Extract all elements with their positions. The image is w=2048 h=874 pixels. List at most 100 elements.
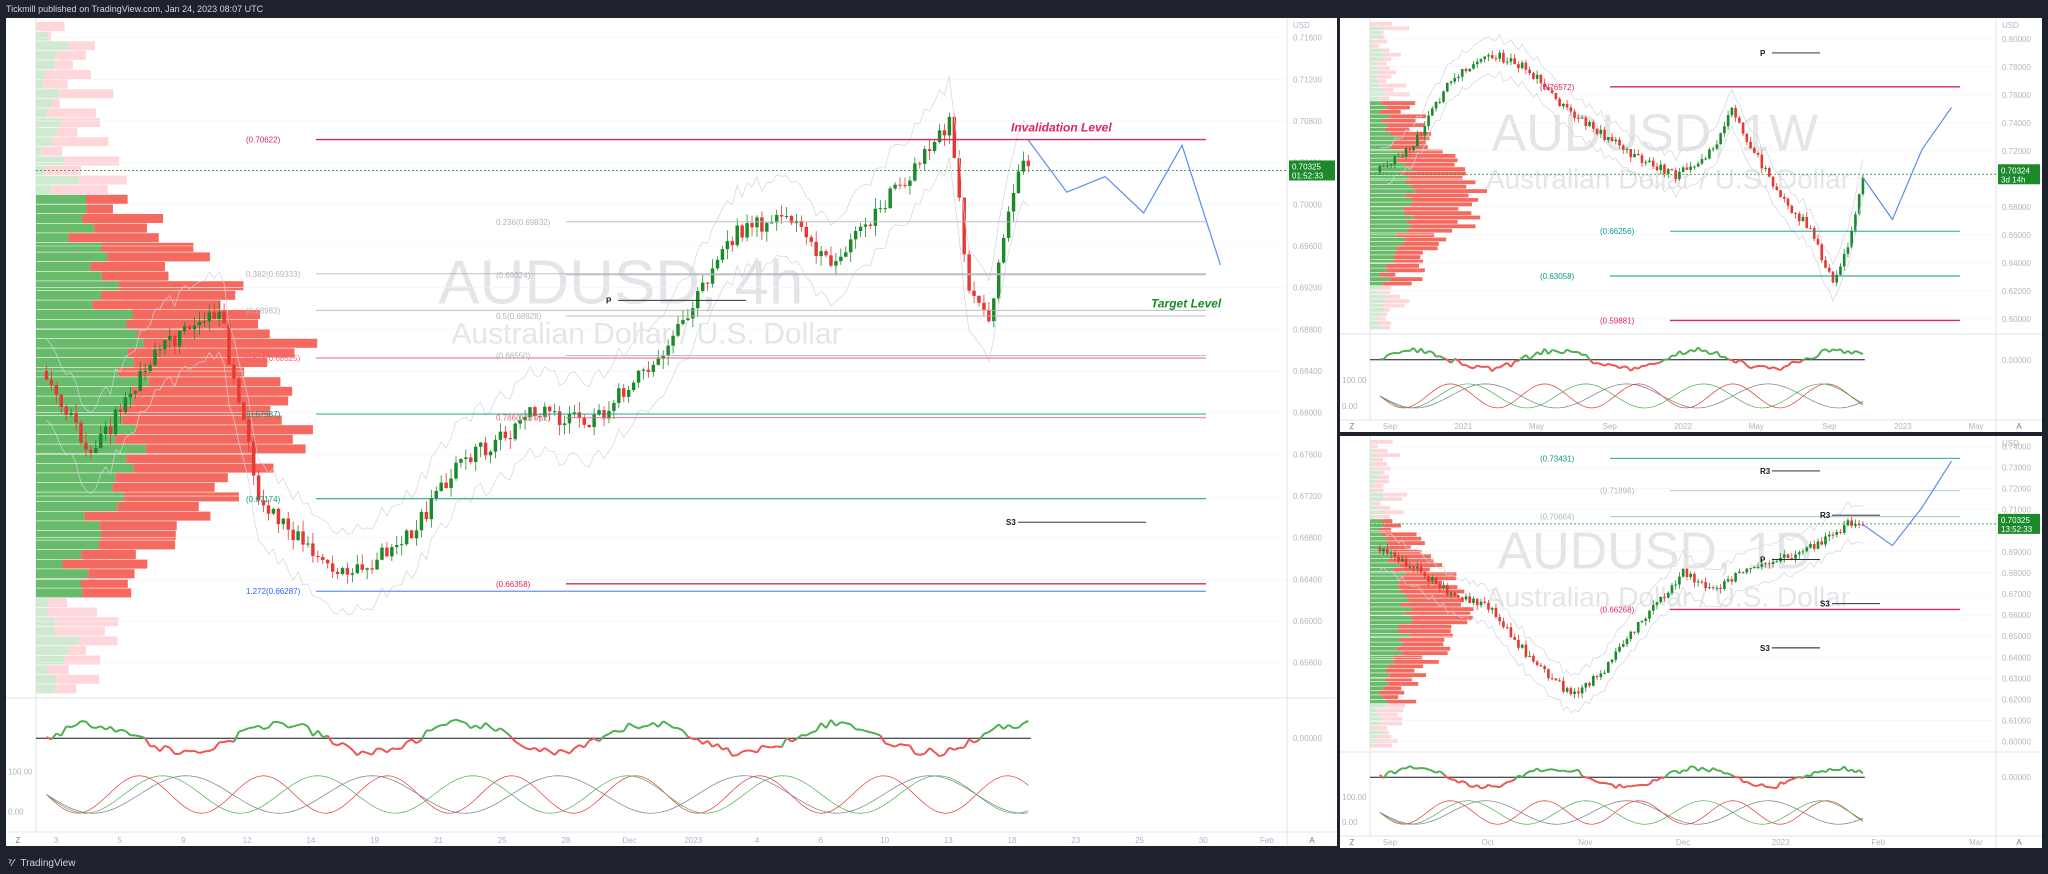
- candle-body: [873, 208, 878, 226]
- candle-body: [311, 543, 315, 556]
- volume-profile-buy-bar: [1370, 299, 1384, 303]
- osc-momentum-line: [578, 744, 585, 749]
- projected-path: [1862, 460, 1952, 547]
- candle-body: [883, 208, 887, 210]
- volume-profile-sell-bar: [121, 406, 271, 415]
- candle-body: [572, 412, 577, 414]
- volume-profile-buy-bar: [1370, 475, 1379, 479]
- time-axis-tick: 9: [181, 836, 186, 845]
- osc-momentum-line: [643, 724, 649, 728]
- volume-profile-buy-bar: [36, 530, 101, 540]
- price-axis-tick: 0.66400: [1293, 575, 1322, 584]
- volume-profile-buy-bar: [1370, 158, 1398, 163]
- candle-body: [1502, 52, 1505, 63]
- chart-panel-4h[interactable]: AUDUSD, 4h Australian Dollar / U.S. Dolla…: [6, 18, 1337, 846]
- volume-profile-sell-bar: [1372, 39, 1388, 44]
- candle-body: [839, 256, 843, 262]
- volume-profile-sell-bar: [54, 60, 73, 70]
- osc-momentum-line: [1476, 364, 1482, 368]
- candle-body: [399, 544, 404, 546]
- osc-momentum-line: [396, 747, 402, 751]
- osc-momentum-line: [1653, 362, 1658, 366]
- osc-momentum-line: [346, 744, 354, 751]
- volume-profile-sell-bar: [145, 444, 306, 454]
- osc-momentum-line: [1502, 361, 1508, 366]
- volume-profile-sell-bar: [47, 31, 52, 41]
- candle-body: [557, 411, 562, 426]
- osc-momentum-line: [1836, 348, 1841, 352]
- candle-body: [1487, 55, 1490, 57]
- candle-body: [784, 216, 789, 218]
- candle-body: [113, 409, 118, 435]
- osc-momentum-line: [169, 747, 176, 755]
- volume-profile-buy-bar: [1370, 607, 1413, 611]
- osc-momentum-line: [1716, 350, 1722, 358]
- candle-body: [1820, 244, 1824, 261]
- candle-body: [1434, 577, 1438, 584]
- candle-body: [1794, 212, 1797, 214]
- osc-momentum-line: [1446, 776, 1452, 781]
- pivot-label: S3: [1820, 600, 1830, 609]
- volume-profile-buy-bar: [36, 127, 58, 137]
- osc-momentum-line: [253, 724, 259, 729]
- osc-momentum-line: [1394, 769, 1400, 775]
- price-axis-tick: 0.68800: [1293, 325, 1322, 334]
- volume-profile-buy-bar: [1370, 690, 1379, 695]
- volume-profile-buy-bar: [36, 511, 85, 521]
- candle-body: [577, 412, 582, 418]
- candle-body: [84, 442, 88, 450]
- volume-profile-sell-bar: [1377, 739, 1398, 743]
- candle-body: [1655, 166, 1659, 171]
- osc-momentum-line: [445, 720, 452, 726]
- candle-body: [829, 255, 833, 266]
- candle-body: [1606, 662, 1610, 673]
- osc-momentum-line: [60, 725, 68, 737]
- candle-body: [1498, 617, 1502, 622]
- osc-momentum-line: [1577, 769, 1583, 777]
- volume-profile-buy-bar: [1370, 96, 1379, 101]
- volume-profile-sell-bar: [107, 252, 210, 262]
- volume-profile-sell-bar: [79, 175, 127, 185]
- osc-axis-tick: 0.00: [8, 808, 24, 817]
- volume-profile-buy-bar: [1370, 712, 1379, 717]
- osc-momentum-line: [1851, 350, 1857, 355]
- candle-body: [325, 559, 330, 564]
- osc-momentum-line: [534, 747, 541, 753]
- volume-profile-sell-bar: [1386, 510, 1404, 515]
- osc-momentum-line: [1544, 768, 1549, 772]
- candle-body: [335, 571, 340, 575]
- volume-profile-sell-bar: [1373, 448, 1388, 453]
- level-label: (0.70622): [246, 136, 281, 145]
- candle-body: [1449, 592, 1453, 595]
- keltner-lower-band: [46, 157, 1029, 616]
- candle-body: [1577, 691, 1580, 694]
- volume-profile-sell-bar: [1383, 57, 1392, 61]
- candle-body: [1475, 61, 1479, 65]
- osc-momentum-line: [1417, 766, 1422, 770]
- volume-profile-sell-bar: [1378, 83, 1407, 88]
- candle-body: [1584, 117, 1588, 127]
- candle-body: [1412, 566, 1415, 569]
- volume-profile-buy-bar: [1370, 673, 1390, 677]
- candle-body: [1427, 576, 1430, 582]
- volume-profile-buy-bar: [36, 454, 127, 463]
- candle-body: [962, 197, 966, 255]
- osc-momentum-line: [840, 721, 846, 725]
- osc-momentum-line: [1536, 767, 1542, 773]
- candle-body: [1797, 213, 1801, 222]
- osc-momentum-line: [400, 741, 408, 750]
- candle-body: [1730, 579, 1734, 582]
- tradingview-logo-icon[interactable]: ⁷⁄: [8, 858, 14, 869]
- chart-panel-1d[interactable]: AUDUSD, 1D Australian Dollar / U.S. Dolla…: [1340, 436, 2042, 848]
- footer-brand[interactable]: TradingView: [20, 858, 76, 869]
- chart-panel-1w[interactable]: AUDUSD, 1W Australian Dollar / U.S. Dolla…: [1340, 18, 2042, 432]
- projected-path: [1027, 139, 1222, 266]
- candle-body: [1666, 592, 1670, 598]
- osc-momentum-line: [415, 739, 423, 744]
- osc-momentum-line: [1705, 768, 1710, 773]
- osc-momentum-line: [297, 722, 304, 727]
- volume-profile-sell-bar: [59, 89, 114, 99]
